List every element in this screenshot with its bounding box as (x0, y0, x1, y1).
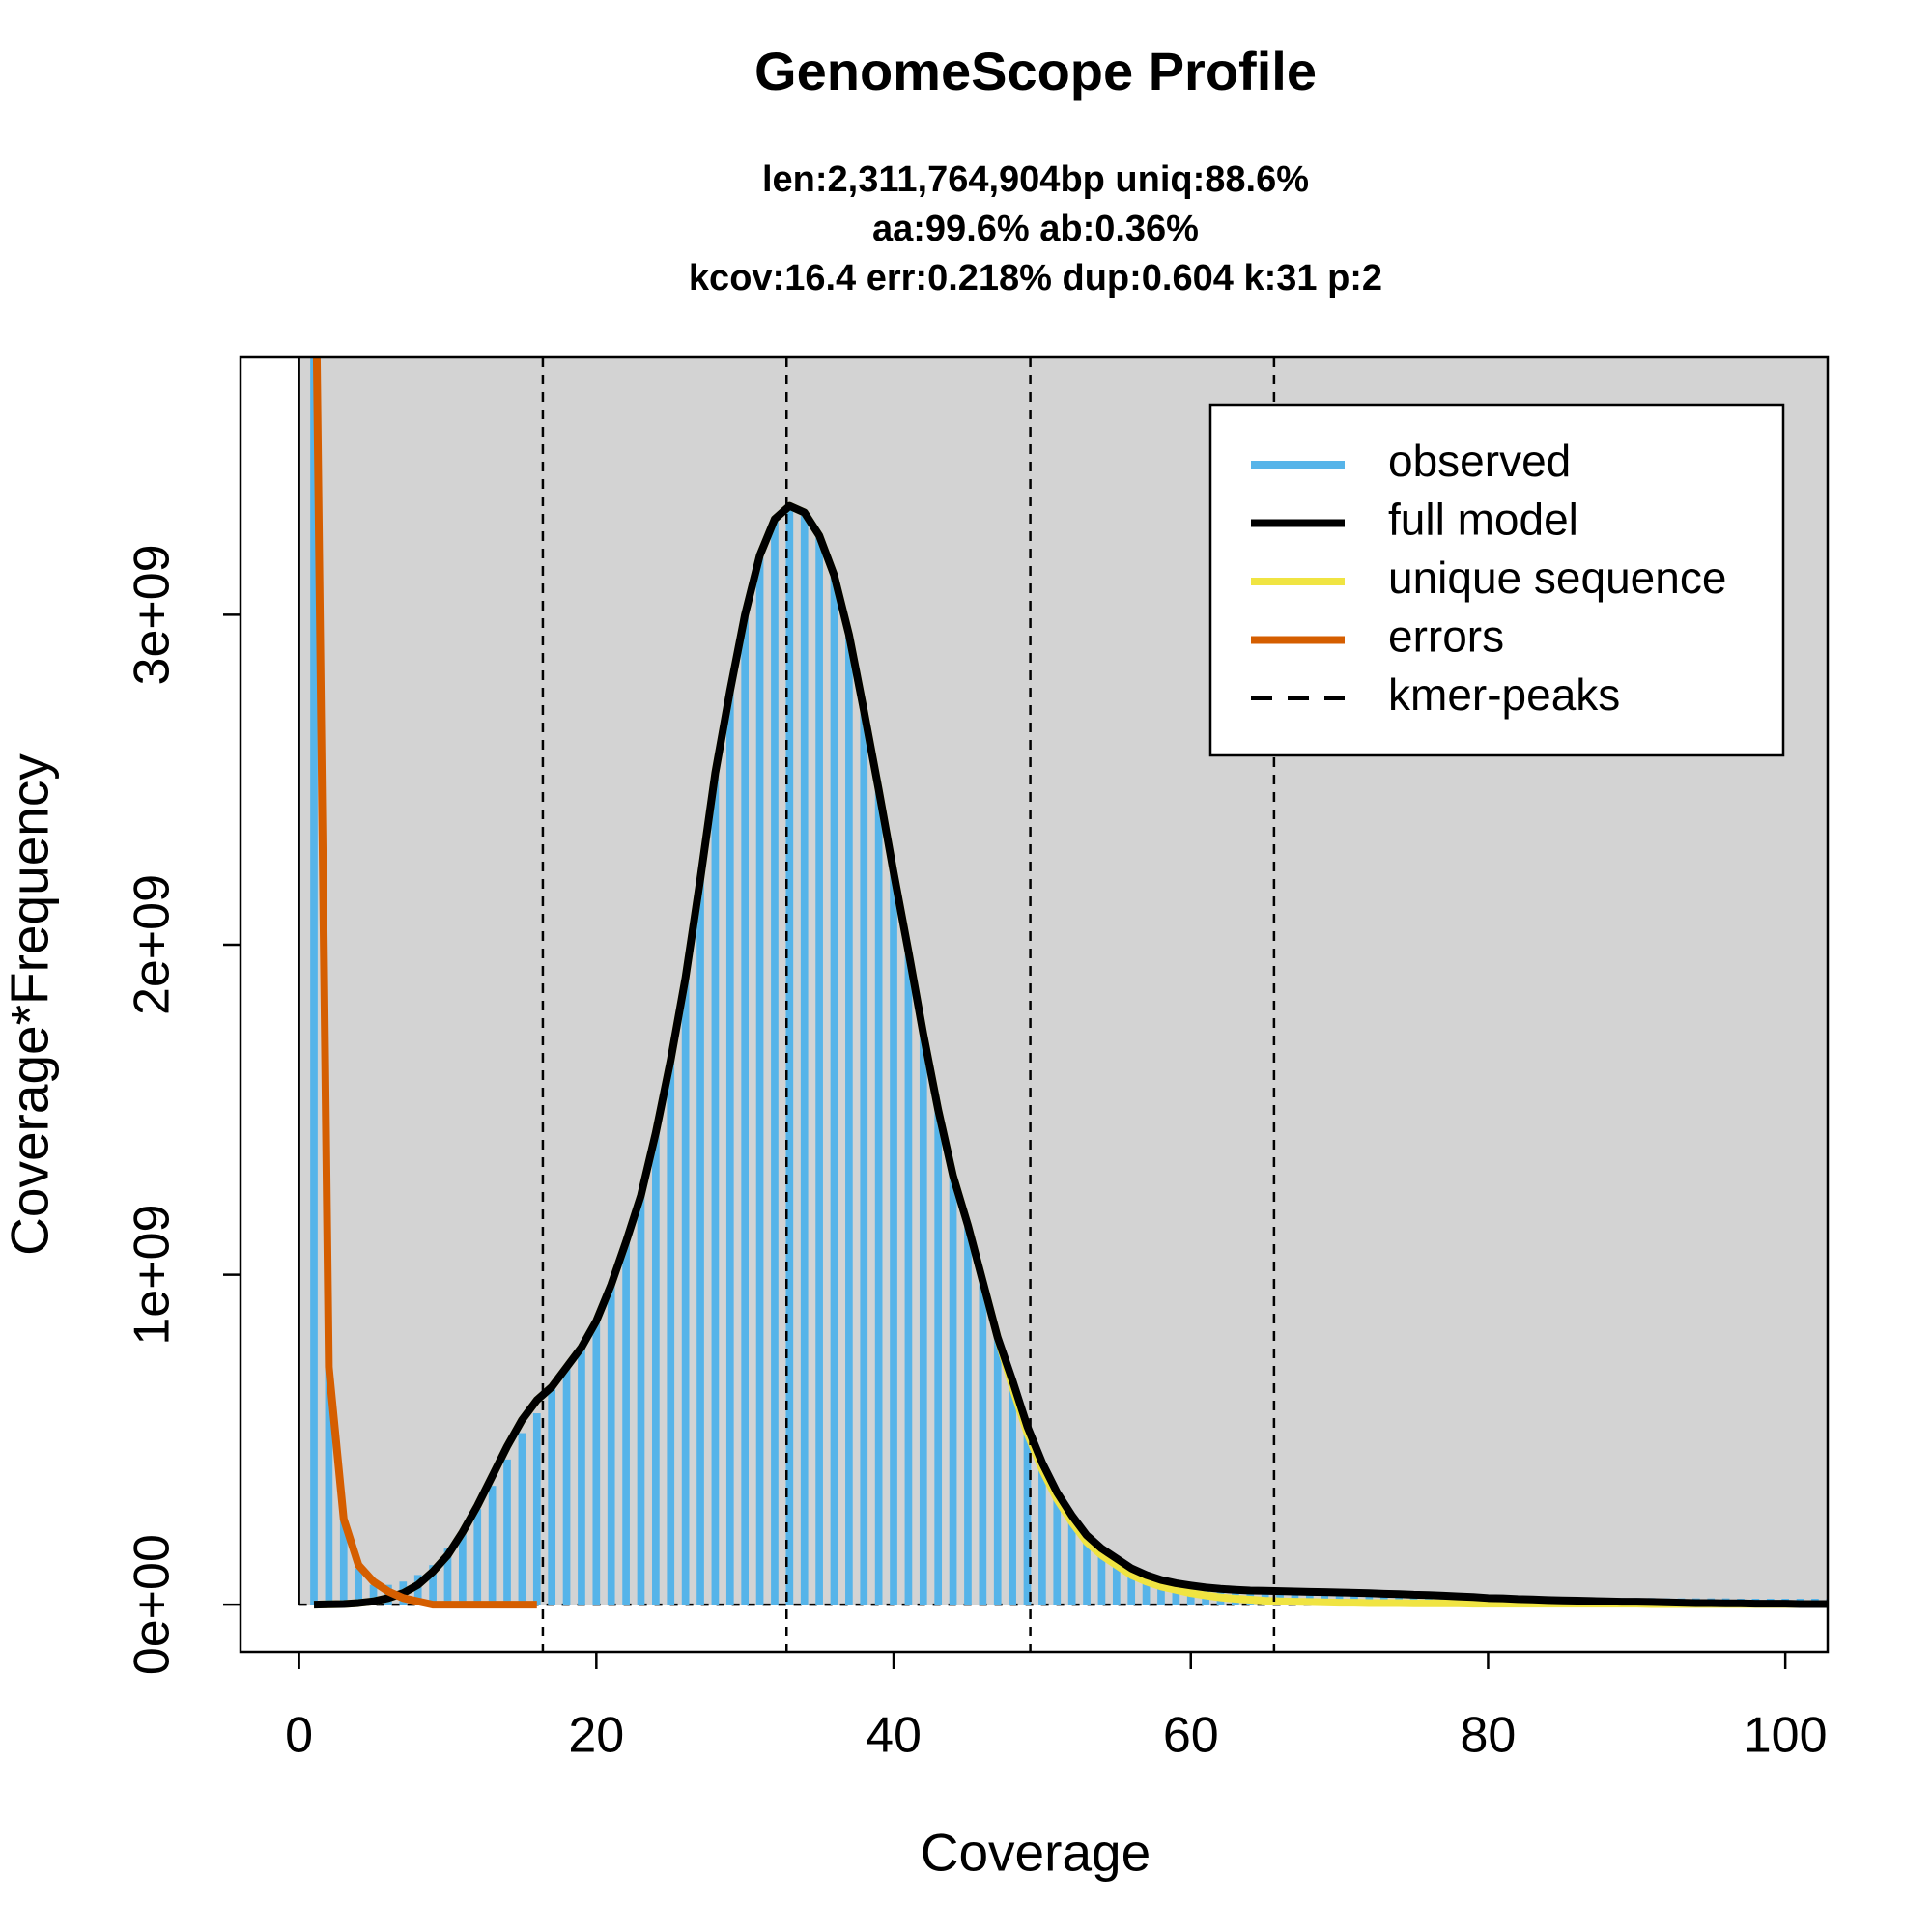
plot-area (298, 357, 1828, 1652)
y-tick-label: 0e+00 (125, 1534, 181, 1675)
chart-subtitle: len:2,311,764,904bp uniq:88.6% (762, 159, 1309, 200)
bar (1112, 1558, 1121, 1605)
bar (355, 1568, 363, 1605)
bar (1038, 1463, 1046, 1605)
bar (785, 505, 794, 1605)
series-line (312, 357, 537, 1609)
bar (637, 1195, 645, 1605)
axes: 0 20 40 60 80 100 0e+00 1e+09 2e+09 3e+09 (125, 355, 1830, 1764)
bar (578, 1347, 585, 1605)
bar (1053, 1492, 1062, 1605)
bar (979, 1281, 987, 1605)
legend: observed full model unique sequence errors k… (1208, 403, 1785, 757)
chart-subtitle: aa:99.6% ab:0.36% (872, 209, 1199, 249)
bar (874, 789, 883, 1605)
bar (741, 614, 750, 1605)
bar (369, 1584, 378, 1605)
bar (860, 710, 868, 1605)
bar (1172, 1582, 1180, 1605)
bar (1157, 1579, 1165, 1605)
legend-label: unique sequence (1388, 553, 1726, 603)
bar (532, 1413, 541, 1605)
bar (518, 1433, 526, 1605)
plot-frame (239, 355, 1830, 1654)
bar (845, 634, 853, 1605)
bar (488, 1486, 497, 1605)
series-line (313, 501, 1828, 1609)
bar (592, 1321, 601, 1605)
y-axis-title: Coverage*Frequency (0, 753, 60, 1256)
bar (429, 1565, 437, 1605)
bar (815, 535, 823, 1605)
bar (503, 1459, 511, 1605)
bar (1083, 1535, 1091, 1605)
x-tick-label: 80 (1461, 1708, 1517, 1764)
bar (949, 1176, 957, 1605)
bar (1127, 1568, 1136, 1605)
x-axis-title: Coverage (921, 1823, 1151, 1883)
bar (562, 1367, 571, 1605)
chart-subtitle: kcov:16.4 err:0.218% dup:0.604 k:31 p:2 (689, 258, 1382, 298)
bar (800, 512, 809, 1605)
x-tick-label: 40 (866, 1708, 922, 1764)
y-tick-label: 3e+09 (125, 544, 181, 685)
bar (413, 1575, 422, 1605)
bar (725, 690, 734, 1605)
bar (1009, 1379, 1016, 1605)
legend-label: errors (1388, 611, 1504, 662)
bar (607, 1284, 615, 1605)
x-tick-label: 60 (1163, 1708, 1219, 1764)
bar (993, 1337, 1002, 1605)
bar (904, 951, 913, 1605)
bar (459, 1532, 467, 1605)
chart-title: GenomeScope Profile (754, 41, 1317, 101)
legend-label: kmer-peaks (1388, 669, 1620, 720)
y-tick-label: 2e+09 (125, 874, 181, 1015)
y-tick-label: 1e+09 (125, 1205, 181, 1346)
bar (771, 519, 779, 1605)
legend-label: full model (1388, 495, 1578, 545)
bar (755, 554, 764, 1605)
bar (667, 1060, 675, 1605)
bar (711, 773, 720, 1605)
bar (548, 1386, 556, 1605)
bar (1023, 1426, 1032, 1605)
bar (919, 1034, 927, 1605)
bar (964, 1225, 972, 1605)
bar (443, 1548, 452, 1605)
x-tick-label: 0 (285, 1708, 313, 1764)
bar (1067, 1515, 1076, 1605)
bar (696, 878, 704, 1605)
bar (934, 1109, 943, 1605)
bar (652, 1132, 660, 1605)
bar (830, 575, 838, 1605)
x-tick-label: 20 (568, 1708, 624, 1764)
bar (325, 1367, 333, 1605)
legend-label: observed (1388, 436, 1571, 486)
bar (310, 357, 318, 1605)
bar (1142, 1575, 1151, 1605)
bar (890, 871, 897, 1605)
bar (473, 1509, 482, 1605)
bar (339, 1519, 348, 1605)
bar (622, 1241, 630, 1605)
bar (681, 978, 690, 1605)
x-tick-label: 100 (1744, 1708, 1828, 1764)
bar (1097, 1548, 1106, 1605)
